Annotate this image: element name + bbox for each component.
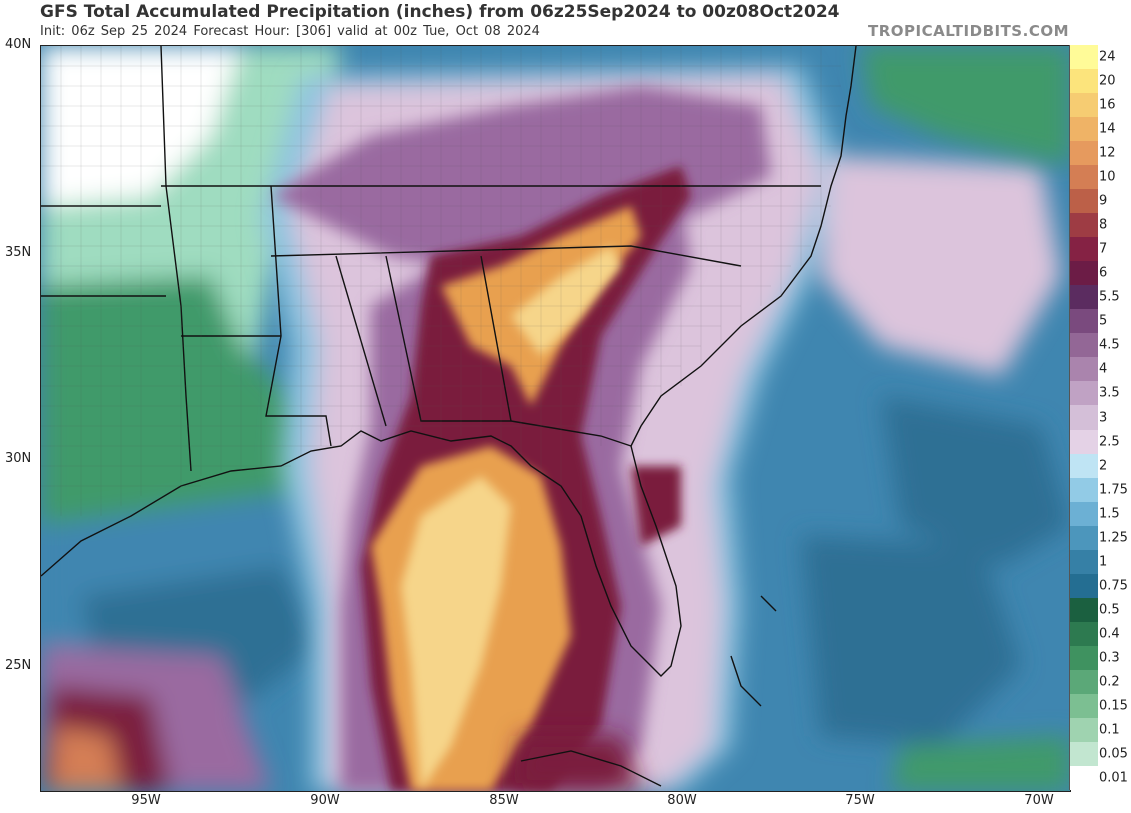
colorbar-swatch xyxy=(1069,597,1098,623)
map-subtitle: Init: 06z Sep 25 2024 Forecast Hour: [30… xyxy=(40,24,540,39)
colorbar-label: 12 xyxy=(1099,145,1116,161)
colorbar-label: 2.5 xyxy=(1099,434,1120,450)
colorbar-label: 0.01 xyxy=(1099,770,1128,786)
colorbar-label: 6 xyxy=(1099,265,1108,281)
colorbar-label: 0.1 xyxy=(1099,722,1120,738)
precip-field-core xyxy=(401,246,621,791)
colorbar-swatch xyxy=(1069,69,1098,94)
colorbar-swatch xyxy=(1069,237,1098,262)
colorbar-swatch xyxy=(1069,645,1098,671)
colorbar-swatch xyxy=(1069,669,1098,695)
colorbar-label: 20 xyxy=(1099,73,1116,89)
county-lines xyxy=(41,46,841,516)
coastline-and-borders xyxy=(41,46,857,787)
colorbar-label: 0.2 xyxy=(1099,674,1120,690)
colorbar-swatch xyxy=(1069,333,1098,358)
colorbar-label: 9 xyxy=(1099,193,1108,209)
lat-label-35n: 35N xyxy=(5,245,32,260)
colorbar-swatch xyxy=(1069,429,1098,455)
colorbar-swatch xyxy=(1069,741,1098,767)
colorbar-label: 1.5 xyxy=(1099,506,1120,522)
lon-label-90w: 90W xyxy=(310,793,340,808)
colorbar-swatch xyxy=(1069,573,1098,599)
colorbar-label: 10 xyxy=(1099,169,1116,185)
colorbar-label: 1 xyxy=(1099,554,1108,570)
colorbar-swatch xyxy=(1069,189,1098,214)
precipitation-map xyxy=(40,45,1071,792)
colorbar-swatch xyxy=(1069,717,1098,743)
colorbar-swatch xyxy=(1069,381,1098,406)
colorbar-label: 5.5 xyxy=(1099,289,1120,305)
colorbar-label: 2 xyxy=(1099,458,1108,474)
lat-label-25n: 25N xyxy=(5,658,32,673)
colorbar-swatch xyxy=(1069,261,1098,286)
precip-field-atlantic xyxy=(511,46,1070,791)
colorbar-label: 3 xyxy=(1099,410,1108,425)
colorbar-swatch xyxy=(1069,477,1098,503)
colorbar-label: 0.3 xyxy=(1099,650,1120,666)
colorbar-swatch xyxy=(1069,213,1098,238)
colorbar-swatch xyxy=(1069,45,1098,70)
colorbar-swatch xyxy=(1069,693,1098,719)
lon-label-80w: 80W xyxy=(667,793,697,808)
colorbar-label: 4 xyxy=(1099,361,1108,377)
colorbar-label: 0.15 xyxy=(1099,698,1128,714)
colorbar-swatch xyxy=(1069,405,1098,430)
colorbar-label: 0.75 xyxy=(1099,578,1128,594)
colorbar-swatch xyxy=(1069,117,1098,142)
lat-label-40n: 40N xyxy=(5,37,32,52)
lon-label-85w: 85W xyxy=(489,793,519,808)
colorbar-label: 0.5 xyxy=(1099,602,1120,618)
colorbar-swatch xyxy=(1069,141,1098,166)
lon-label-75w: 75W xyxy=(845,793,875,808)
colorbar-label: 3.5 xyxy=(1099,385,1120,401)
colorbar-swatch xyxy=(1069,525,1098,551)
source-credit: TROPICALTIDBITS.COM xyxy=(868,22,1069,40)
colorbar-swatch xyxy=(1069,357,1098,382)
colorbar-swatch xyxy=(1069,549,1098,575)
colorbar-swatch xyxy=(1069,621,1098,647)
colorbar-swatch xyxy=(1069,309,1098,334)
colorbar-swatch xyxy=(1069,501,1098,527)
lon-label-70w: 70W xyxy=(1024,793,1054,808)
precipitation-colorbar: 24 20 16 14 12 10 9 8 7 6 5.5 5 4.5 4 3.5 3 2.5 2 1.75 1.5 1… xyxy=(1069,45,1131,791)
lon-label-95w: 95W xyxy=(131,793,161,808)
colorbar-label: 24 xyxy=(1099,49,1116,65)
colorbar-swatch xyxy=(1069,453,1098,479)
colorbar-swatch xyxy=(1069,765,1098,791)
precip-field-west xyxy=(41,46,341,791)
colorbar-label: 14 xyxy=(1099,121,1116,137)
colorbar-label: 4.5 xyxy=(1099,337,1120,353)
lat-label-30n: 30N xyxy=(5,451,32,466)
colorbar-label: 5 xyxy=(1099,313,1108,329)
map-title: GFS Total Accumulated Precipitation (inc… xyxy=(40,2,840,22)
colorbar-label: 1.25 xyxy=(1099,530,1128,546)
colorbar-label: 0.05 xyxy=(1099,746,1128,762)
colorbar-swatch xyxy=(1069,285,1098,310)
colorbar-label: 1.75 xyxy=(1099,482,1128,498)
colorbar-swatch xyxy=(1069,165,1098,190)
colorbar-swatch xyxy=(1069,93,1098,118)
colorbar-label: 7 xyxy=(1099,241,1108,257)
colorbar-label: 16 xyxy=(1099,97,1116,113)
colorbar-label: 0.4 xyxy=(1099,626,1120,642)
colorbar-label: 8 xyxy=(1099,217,1108,233)
